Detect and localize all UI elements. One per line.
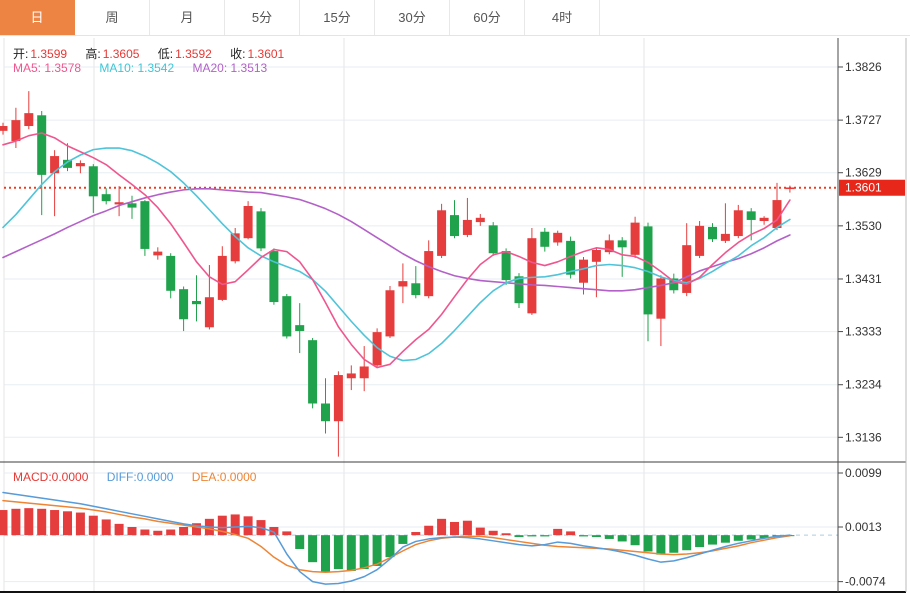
tab-30min[interactable]: 30分 — [375, 0, 450, 35]
dea-label: DEA: — [191, 470, 220, 484]
ohlc-legend: 开: 1.3599 高: 1.3605 低: 1.3592 收: 1.3601 — [13, 45, 299, 62]
diff-label: DIFF: — [106, 470, 137, 484]
axis-tick-label: 1.3333 — [845, 325, 882, 339]
tab-weekly[interactable]: 周 — [75, 0, 150, 35]
axis-tick-label: 0.0099 — [845, 466, 882, 480]
axis-tick-label: 1.3629 — [845, 166, 882, 180]
current-price-badge: 1.3601 — [845, 181, 882, 195]
macd-legend: MACD:0.0000 DIFF:0.0000 DEA:0.0000 — [13, 470, 271, 484]
open-label: 开: — [13, 47, 29, 61]
ma5-value: 1.3578 — [44, 61, 82, 75]
candlestick-chart[interactable]: 1.3826 1.3727 1.3629 1.3530 1.3431 1.3333 1.32… — [0, 36, 910, 599]
ma10-label: MA10: — [99, 61, 135, 75]
close-value: 1.3601 — [247, 47, 285, 61]
macd-value: 0.0000 — [51, 470, 89, 484]
tab-4hour[interactable]: 4时 — [525, 0, 600, 35]
tab-daily[interactable]: 日 — [0, 0, 75, 35]
tab-15min[interactable]: 15分 — [300, 0, 375, 35]
axis-tick-label: 1.3727 — [845, 113, 882, 127]
low-label: 低: — [157, 47, 174, 61]
ma-legend: MA5: 1.3578 MA10: 1.3542 MA20: 1.3513 — [13, 61, 282, 75]
axis-tick-label: 1.3234 — [845, 378, 882, 392]
axis-tick-label: 1.3136 — [845, 430, 882, 444]
diff-value: 0.0000 — [136, 470, 174, 484]
tab-60min[interactable]: 60分 — [450, 0, 525, 35]
tab-monthly[interactable]: 月 — [150, 0, 225, 35]
ma20-value: 1.3513 — [230, 61, 268, 75]
timeframe-toolbar: 日周月 5分 15分 30分 60分 4时 — [0, 0, 910, 36]
low-value: 1.3592 — [175, 47, 212, 61]
tab-5min[interactable]: 5分 — [225, 0, 300, 35]
macd-label: MACD: — [13, 470, 52, 484]
dea-value: 0.0000 — [219, 470, 257, 484]
open-value: 1.3599 — [30, 47, 68, 61]
axis-tick-label: 1.3530 — [845, 219, 882, 233]
ma5-label: MA5: — [13, 61, 42, 75]
axis-tick-label: -0.0074 — [845, 575, 886, 589]
high-value: 1.3605 — [102, 47, 140, 61]
axis-tick-label: 1.3826 — [845, 60, 882, 74]
high-label: 高: — [85, 47, 101, 61]
ma20-label: MA20: — [192, 61, 228, 75]
axis-tick-label: 1.3431 — [845, 272, 882, 286]
ma10-value: 1.3542 — [137, 61, 175, 75]
close-label: 收: — [230, 47, 246, 61]
axis-tick-label: 0.0013 — [845, 520, 882, 534]
